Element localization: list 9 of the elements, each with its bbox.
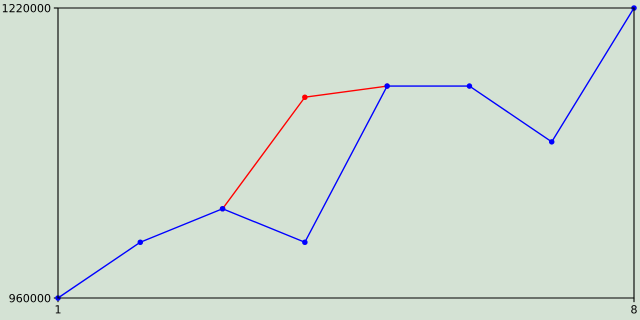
x-tick-label: 1 bbox=[56, 305, 61, 314]
point bbox=[138, 239, 144, 246]
point bbox=[302, 239, 308, 246]
y-tick-label: 1220000 bbox=[2, 4, 50, 12]
point bbox=[466, 83, 472, 89]
point bbox=[302, 94, 308, 100]
x-tick-label: 8 bbox=[631, 305, 637, 314]
y-tick-label: 960000 bbox=[9, 294, 50, 302]
point bbox=[548, 139, 554, 145]
